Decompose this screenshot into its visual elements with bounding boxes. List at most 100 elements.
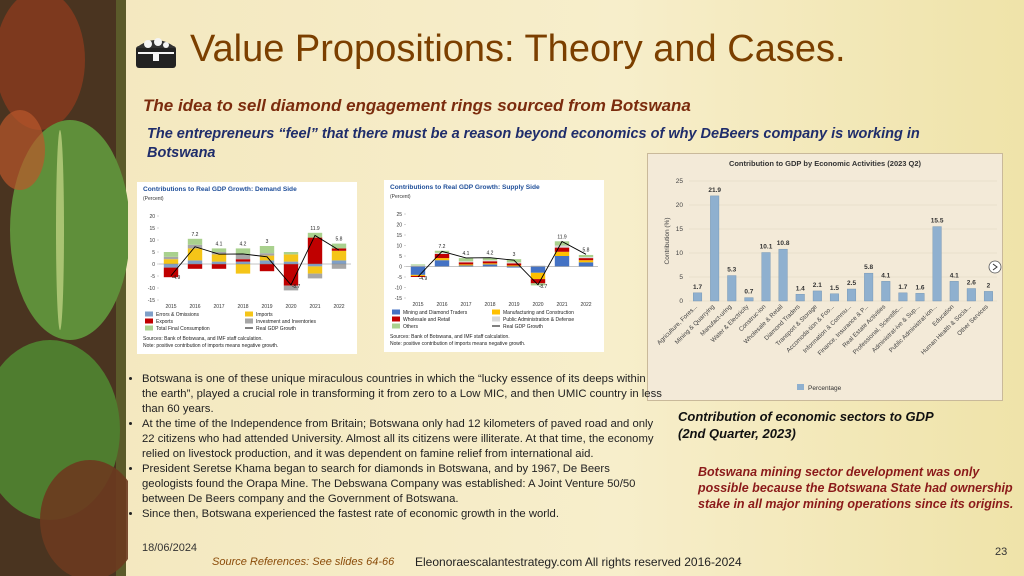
bar-segment — [434, 252, 450, 254]
bar-segment — [458, 262, 474, 265]
bar-segment — [235, 259, 251, 262]
data-label: 2.5 — [847, 280, 856, 287]
x-tick-label: 2021 — [556, 302, 567, 308]
legend-label: Others — [403, 324, 419, 330]
data-label: 2.1 — [813, 282, 822, 289]
chart-title: Contribution to GDP by Economic Activiti… — [729, 159, 922, 168]
legend-swatch — [392, 316, 400, 322]
legend-label: Total Final Consumption — [156, 326, 210, 332]
bar-segment — [554, 241, 570, 246]
bar-segment — [458, 264, 474, 266]
legend-swatch — [392, 323, 400, 329]
nav-arrow — [988, 260, 1002, 274]
bar-segment — [211, 252, 227, 255]
legend-swatch — [145, 325, 153, 331]
bar-segment — [506, 262, 522, 264]
bar-segment — [482, 261, 498, 264]
bar-segment — [211, 248, 227, 252]
x-tick-label: 2018 — [484, 302, 495, 308]
legend-swatch — [492, 316, 500, 322]
y-tick-label: -15 — [395, 296, 402, 302]
bar — [693, 292, 703, 302]
mining-note: Botswana mining sector development was o… — [698, 465, 1014, 511]
data-label: 1.6 — [915, 284, 924, 291]
data-label: 7.2 — [439, 244, 446, 250]
legend-label: Mining and Diamond Traders — [403, 310, 468, 316]
y-tick-label: 25 — [676, 178, 684, 185]
legend-swatch — [492, 309, 500, 315]
bar — [881, 281, 891, 302]
data-label: 11.9 — [557, 234, 567, 240]
bar-segment — [307, 264, 323, 267]
legend-swatch — [145, 318, 153, 324]
chart-title: Contributions to Real GDP Growth: Demand… — [143, 186, 297, 193]
data-label: -8.7 — [539, 284, 548, 290]
bar-segment — [163, 259, 179, 264]
bar-segment — [307, 266, 323, 274]
data-label: 3 — [266, 239, 269, 245]
y-tick-label: -5 — [151, 274, 156, 280]
page-number: 23 — [995, 546, 1008, 558]
legend-label: Real GDP Growth — [503, 324, 543, 330]
question: The entrepreneurs “feel” that there must… — [147, 126, 920, 161]
data-label: 10.1 — [760, 244, 773, 251]
sector-chart: Contribution to GDP by Economic Activiti… — [647, 153, 1003, 401]
bar-segment — [283, 285, 299, 291]
chart-caption: Contribution of economic sectors to GDP … — [678, 409, 934, 441]
bar-segment — [259, 246, 275, 254]
bullet: Since then, Botswana experienced the fas… — [142, 507, 662, 522]
data-label: 1.7 — [693, 284, 702, 291]
bar-segment — [259, 264, 275, 272]
x-tick-label: 2020 — [285, 304, 296, 310]
bar-segment — [410, 266, 426, 275]
bar-segment — [554, 247, 570, 252]
data-label: 3 — [513, 252, 516, 258]
legend-label: Public Administration & Defense — [503, 317, 574, 323]
data-label: 0.7 — [744, 289, 753, 296]
y-tick-label: 20 — [676, 202, 684, 209]
bar-segment — [506, 266, 522, 268]
data-label: 15.5 — [931, 218, 944, 225]
bar-segment — [163, 252, 179, 257]
bar — [812, 290, 822, 302]
y-tick-label: 15 — [396, 233, 402, 239]
data-label: 7.2 — [192, 232, 199, 238]
bar — [744, 297, 754, 302]
bar-segment — [331, 250, 347, 261]
bar-segment — [530, 279, 546, 284]
y-tick-label: 10 — [676, 250, 684, 257]
data-label: 10.8 — [777, 240, 790, 247]
legend-label: Exports — [156, 319, 173, 325]
legend-swatch — [145, 311, 153, 317]
bar — [966, 288, 976, 302]
chart-source: Sources: Bank of Botswana, and IMF staff… — [143, 336, 263, 342]
data-label: -4.9 — [419, 276, 428, 282]
data-label: 2.6 — [967, 280, 976, 287]
data-label: 5.8 — [336, 237, 343, 243]
x-tick-label: 2019 — [261, 304, 272, 310]
bar — [829, 293, 839, 302]
x-tick-label: 2022 — [333, 304, 344, 310]
y-tick-label: 25 — [396, 212, 402, 218]
legend-label: Imports — [256, 312, 273, 318]
bar-segment — [530, 266, 546, 273]
bullet-list: Botswana is one of these unique miraculo… — [126, 372, 662, 522]
data-label: 4.2 — [240, 241, 247, 247]
x-tick-label: 2019 — [508, 302, 519, 308]
legend-label: Manufacturing and Construction — [503, 310, 574, 316]
bar-segment — [458, 258, 474, 262]
y-tick-label: 15 — [149, 226, 155, 232]
data-label: 5.8 — [583, 247, 590, 253]
chart-note: Note: positive contribution of imports m… — [390, 341, 525, 347]
y-tick-label: -15 — [148, 298, 155, 304]
y-tick-label: 0 — [399, 264, 402, 270]
x-tick-label: 2015 — [165, 304, 176, 310]
bar-segment — [187, 260, 203, 264]
bullet: At the time of the Independence from Bri… — [142, 417, 662, 462]
chart-subtitle: (Percent) — [143, 196, 164, 202]
legend-label: Real GDP Growth — [256, 326, 296, 332]
data-label: 5.8 — [864, 264, 873, 271]
bar-segment — [410, 274, 426, 276]
y-tick-label: 0 — [679, 298, 683, 305]
chest-icon — [136, 38, 176, 68]
